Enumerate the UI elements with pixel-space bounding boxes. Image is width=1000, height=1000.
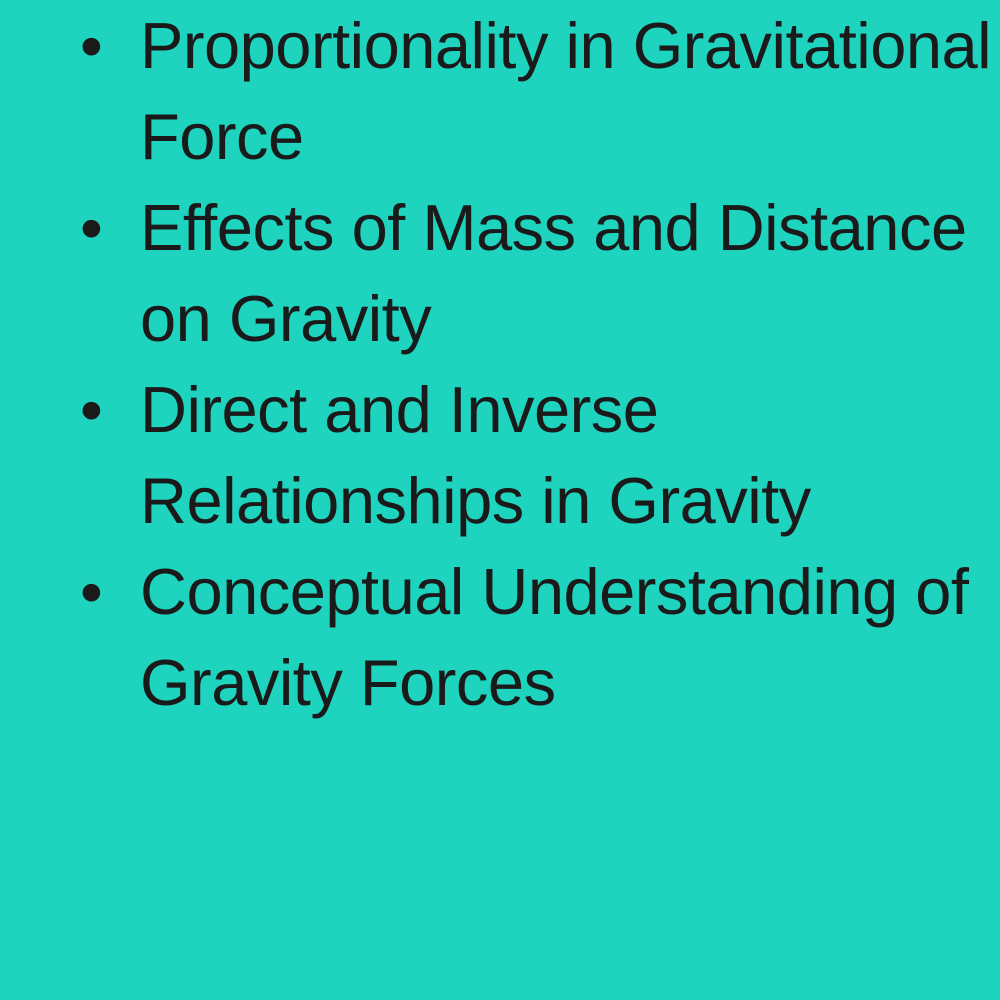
list-item: Direct and Inverse Relationships in Grav…	[90, 364, 1000, 546]
list-item: Effects of Mass and Distance on Gravity	[90, 182, 1000, 364]
list-item-text: Direct and Inverse Relationships in Grav…	[140, 373, 811, 537]
list-item-text: Effects of Mass and Distance on Gravity	[140, 191, 967, 355]
list-item-text: Proportionality in Gravitational Force	[140, 9, 991, 173]
topic-list: Proportionality in Gravitational Force E…	[0, 0, 1000, 728]
list-item-text: Conceptual Understanding of Gravity Forc…	[140, 555, 968, 719]
list-item: Conceptual Understanding of Gravity Forc…	[90, 546, 1000, 728]
list-item: Proportionality in Gravitational Force	[90, 0, 1000, 182]
